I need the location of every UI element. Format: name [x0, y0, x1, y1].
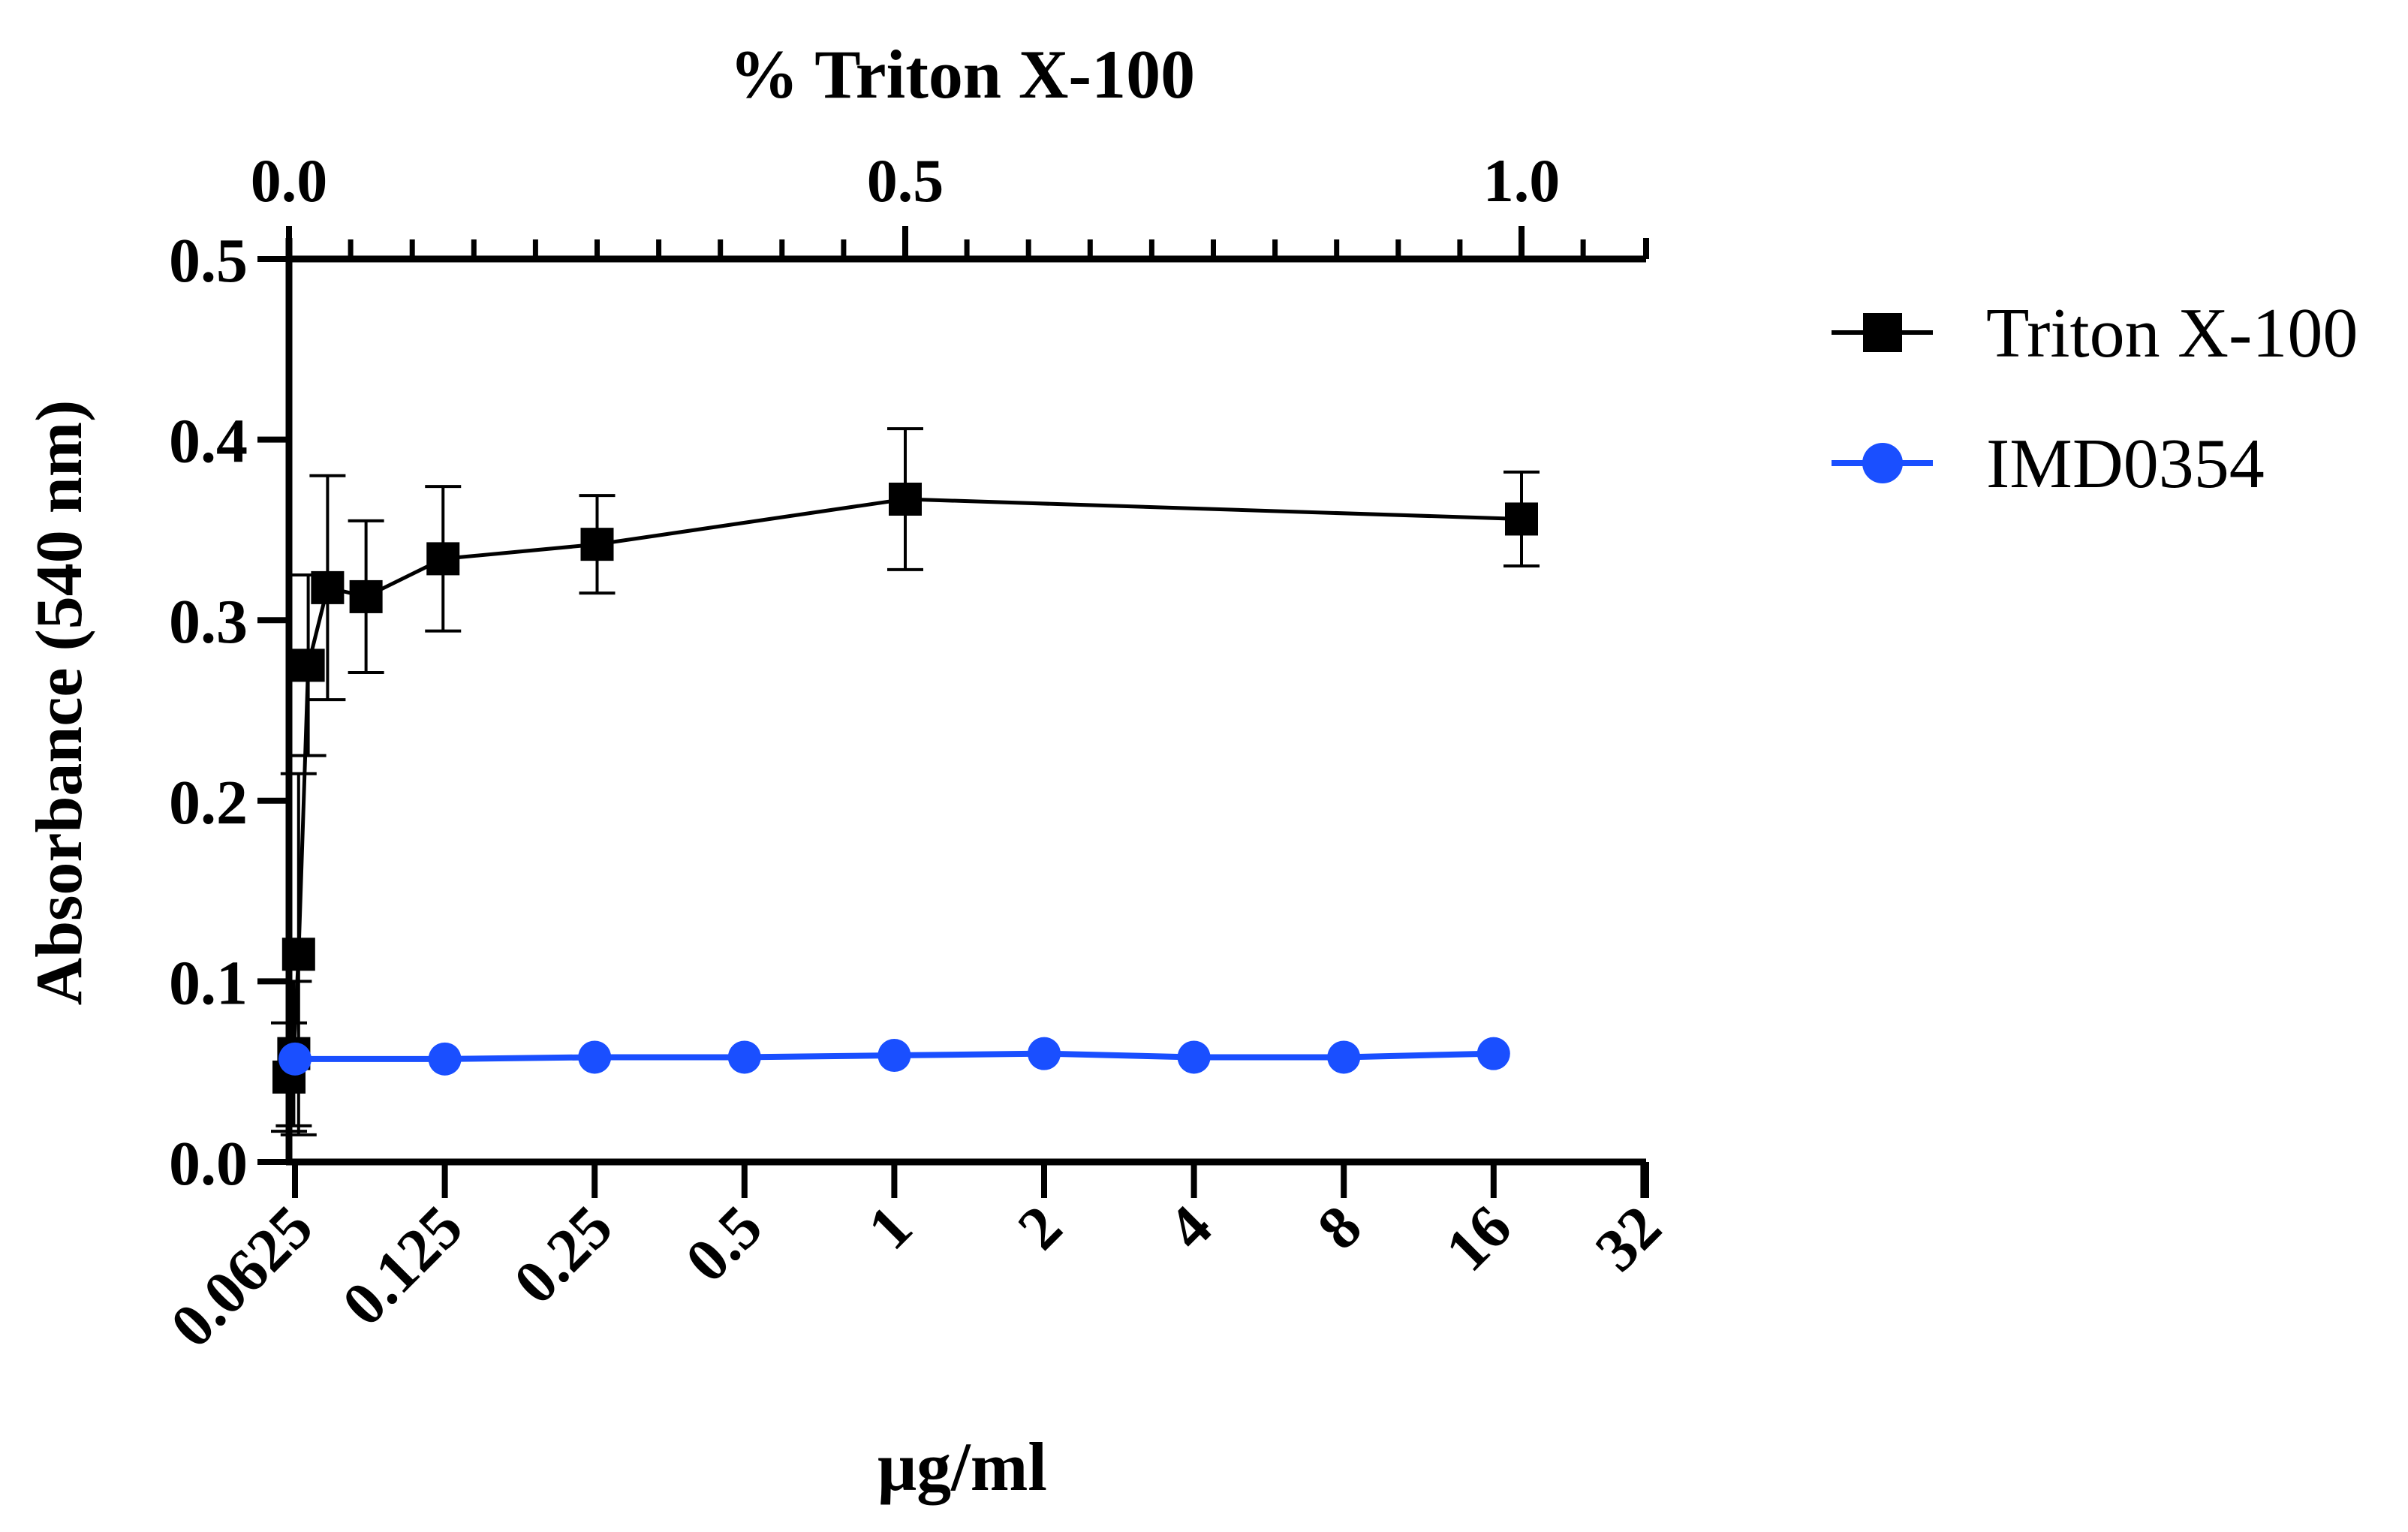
legend-marker-square: [1863, 313, 1902, 352]
legend-label-triton: Triton X-100: [1986, 294, 2358, 372]
triton-point: [426, 542, 460, 576]
legend-item-triton-x-100: Triton X-100: [1832, 294, 2358, 372]
triton-point: [1505, 502, 1538, 536]
triton-point: [349, 579, 383, 613]
imd0354-line: [295, 1050, 1494, 1062]
imd0354-point: [428, 1042, 462, 1076]
bottom-axis-tick-label: 0.0625: [158, 1192, 326, 1360]
y-tick-label: 0.0: [169, 1129, 248, 1199]
triton-line: [287, 497, 1522, 1078]
y-axis-title: Absorbance (540 nm): [23, 400, 96, 1006]
imd0354-point: [578, 1040, 612, 1074]
bottom-axis-title: μg/ml: [877, 1428, 1047, 1505]
triton-point: [291, 649, 325, 682]
top-axis-tick-label: 1.0: [1483, 146, 1561, 215]
y-tick-label: 0.1: [169, 948, 248, 1018]
imd0354-point: [1028, 1037, 1061, 1070]
bottom-axis-tick-label: 0.5: [673, 1192, 775, 1295]
legend-marker-circle: [1862, 443, 1903, 483]
top-axis-title: % Triton X-100: [730, 36, 1195, 113]
triton-point: [281, 938, 315, 971]
y-tick-label: 0.4: [169, 407, 248, 477]
bottom-axis-tick-label: 1: [855, 1192, 925, 1262]
bottom-axis-tick-label: 32: [1582, 1192, 1674, 1284]
imd0354-point: [278, 1042, 312, 1076]
triton-point: [580, 528, 614, 561]
triton-point: [889, 482, 922, 516]
bottom-axis-tick-label: 8: [1305, 1192, 1374, 1262]
y-tick-label: 0.3: [169, 587, 248, 657]
imd0354-point: [1476, 1037, 1510, 1070]
series-imd0354: [278, 1037, 1510, 1076]
triton-point: [311, 570, 345, 604]
bottom-axis-tick-label: 0.25: [501, 1192, 625, 1317]
imd0354-point: [877, 1039, 911, 1073]
y-tick-label: 0.2: [169, 768, 248, 838]
imd0354-point: [1327, 1040, 1361, 1074]
legend: Triton X-100 IMD0354: [1832, 294, 2358, 503]
imd0354-point: [727, 1040, 761, 1074]
bottom-axis-tick-label: 2: [1004, 1192, 1074, 1262]
bottom-axis-tick-label: 4: [1154, 1192, 1224, 1262]
imd0354-point: [1177, 1040, 1211, 1074]
y-tick-label: 0.5: [169, 226, 248, 296]
series-triton-x-100: [271, 427, 1540, 1136]
bottom-axis-tick-label: 0.125: [330, 1192, 476, 1338]
top-axis-tick-label: 0.5: [867, 146, 944, 215]
bottom-axis-tick-label: 16: [1432, 1192, 1524, 1284]
top-axis-tick-label: 0.0: [251, 146, 328, 215]
legend-label-imd: IMD0354: [1986, 425, 2265, 503]
axes: 0.00.10.20.30.40.50.0 0.5 1.00.0625 0.125 0.…: [158, 146, 1674, 1360]
legend-item-imd0354: IMD0354: [1832, 425, 2265, 503]
